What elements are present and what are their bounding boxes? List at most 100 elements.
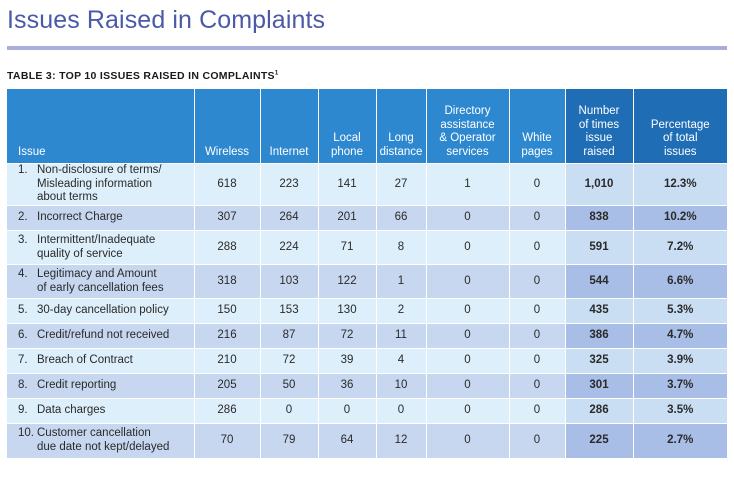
cell-long-distance: 8 — [375, 230, 426, 265]
cell-directory: 0 — [425, 373, 509, 399]
cell-issue: 7. Breach of Contract — [7, 348, 194, 374]
cell-issue: 8. Credit reporting — [7, 373, 194, 399]
cell-wireless: 286 — [193, 398, 260, 424]
cell-directory: 0 — [425, 205, 509, 231]
table-caption-text: TABLE 3: TOP 10 ISSUES RAISED IN COMPLAI… — [7, 70, 275, 82]
issue-number: 5. — [18, 304, 28, 317]
issue-number: 9. — [18, 404, 28, 417]
cell-internet: 0 — [259, 398, 318, 424]
cell-long-distance: 11 — [375, 323, 426, 349]
issue-text: Non-disclosure of terms/Misleading infor… — [37, 164, 162, 204]
cell-directory: 1 — [425, 163, 509, 206]
cell-white-pages: 0 — [508, 163, 565, 206]
cell-white-pages: 0 — [508, 230, 565, 265]
issue-number: 4. — [18, 268, 28, 280]
cell-directory: 0 — [425, 323, 509, 349]
cell-percentage: 3.5% — [632, 398, 727, 424]
cell-times-raised: 838 — [564, 205, 633, 231]
cell-wireless: 210 — [193, 348, 260, 374]
cell-local-phone: 36 — [317, 373, 376, 399]
cell-internet: 153 — [259, 298, 318, 324]
table-row: 3. Intermittent/Inadequate quality of serv… — [7, 230, 727, 265]
cell-times-raised: 1,010 — [564, 163, 633, 206]
cell-percentage: 7.2% — [632, 230, 727, 265]
issue-number: 7. — [18, 354, 28, 367]
cell-internet: 223 — [259, 163, 318, 206]
cell-wireless: 288 — [193, 230, 260, 265]
cell-percentage: 10.2% — [632, 205, 727, 231]
issue-number: 6. — [18, 329, 28, 342]
table-row: 8. Credit reporting 205 50 36 10 0 0 301 3.7% — [7, 373, 727, 399]
cell-times-raised: 325 — [564, 348, 633, 374]
issue-text: Intermittent/Inadequate quality of servic… — [37, 234, 156, 260]
cell-internet: 264 — [259, 205, 318, 231]
issue-text: Data charges — [37, 404, 106, 417]
complaints-table: Issue Wireless Internet Local phone Long d… — [7, 89, 727, 458]
cell-white-pages: 0 — [508, 423, 565, 458]
cell-long-distance: 12 — [375, 423, 426, 458]
header-internet: Internet — [259, 89, 318, 164]
cell-local-phone: 122 — [317, 264, 376, 299]
cell-white-pages: 0 — [508, 205, 565, 231]
issue-text: Customer cancellation due date not kept/d… — [37, 427, 170, 453]
cell-local-phone: 141 — [317, 163, 376, 206]
table-row: 9. Data charges 286 0 0 0 0 0 286 3.5% — [7, 398, 727, 424]
header-white-pages: White pages — [508, 89, 565, 164]
cell-wireless: 70 — [193, 423, 260, 458]
cell-times-raised: 286 — [564, 398, 633, 424]
issue-number: 8. — [18, 379, 28, 392]
cell-long-distance: 66 — [375, 205, 426, 231]
header-times-raised: Number of times issue raised — [564, 89, 633, 164]
cell-times-raised: 591 — [564, 230, 633, 265]
table-header-row: Issue Wireless Internet Local phone Long d… — [7, 89, 727, 164]
issue-text: Credit/refund not received — [37, 329, 170, 342]
cell-long-distance: 27 — [375, 163, 426, 206]
cell-long-distance: 2 — [375, 298, 426, 324]
issue-number: 2. — [18, 211, 28, 224]
cell-wireless: 307 — [193, 205, 260, 231]
cell-internet: 103 — [259, 264, 318, 299]
cell-wireless: 205 — [193, 373, 260, 399]
cell-white-pages: 0 — [508, 298, 565, 324]
cell-wireless: 618 — [193, 163, 260, 206]
cell-times-raised: 386 — [564, 323, 633, 349]
issue-number: 10. — [18, 427, 34, 440]
header-local-phone: Local phone — [317, 89, 376, 164]
cell-issue: 5. 30-day cancellation policy — [7, 298, 194, 324]
header-issue: Issue — [7, 89, 194, 164]
cell-white-pages: 0 — [508, 373, 565, 399]
cell-issue: 9. Data charges — [7, 398, 194, 424]
cell-long-distance: 1 — [375, 264, 426, 299]
page-title: Issues Raised in Complaints — [7, 6, 326, 34]
cell-internet: 87 — [259, 323, 318, 349]
cell-directory: 0 — [425, 264, 509, 299]
cell-times-raised: 301 — [564, 373, 633, 399]
header-directory: Directory assistance & Operator services — [425, 89, 509, 164]
cell-issue: 2. Incorrect Charge — [7, 205, 194, 231]
cell-local-phone: 72 — [317, 323, 376, 349]
table-row: 10. Customer cancellation due date not kep… — [7, 423, 727, 458]
cell-wireless: 150 — [193, 298, 260, 324]
header-percentage: Percentage of total issues — [632, 89, 727, 164]
cell-long-distance: 4 — [375, 348, 426, 374]
cell-white-pages: 0 — [508, 348, 565, 374]
table-caption-footnote: 1 — [274, 70, 279, 77]
issue-text: Legitimacy and Amount of early cancellati… — [37, 268, 164, 294]
cell-times-raised: 435 — [564, 298, 633, 324]
table-row: 5. 30-day cancellation policy 150 153 130 2 0 0… — [7, 298, 727, 324]
cell-white-pages: 0 — [508, 323, 565, 349]
cell-wireless: 216 — [193, 323, 260, 349]
cell-percentage: 5.3% — [632, 298, 727, 324]
cell-issue: 4. Legitimacy and Amount of early cancella… — [7, 264, 194, 299]
cell-times-raised: 544 — [564, 264, 633, 299]
cell-local-phone: 64 — [317, 423, 376, 458]
cell-local-phone: 201 — [317, 205, 376, 231]
table-row: 1. Non-disclosure of terms/Misleading inf… — [7, 163, 727, 206]
title-divider — [7, 46, 727, 50]
cell-percentage: 2.7% — [632, 423, 727, 458]
table-row: 6. Credit/refund not received 216 87 72 11 0 0 3… — [7, 323, 727, 349]
cell-percentage: 3.7% — [632, 373, 727, 399]
cell-local-phone: 0 — [317, 398, 376, 424]
cell-white-pages: 0 — [508, 264, 565, 299]
cell-wireless: 318 — [193, 264, 260, 299]
